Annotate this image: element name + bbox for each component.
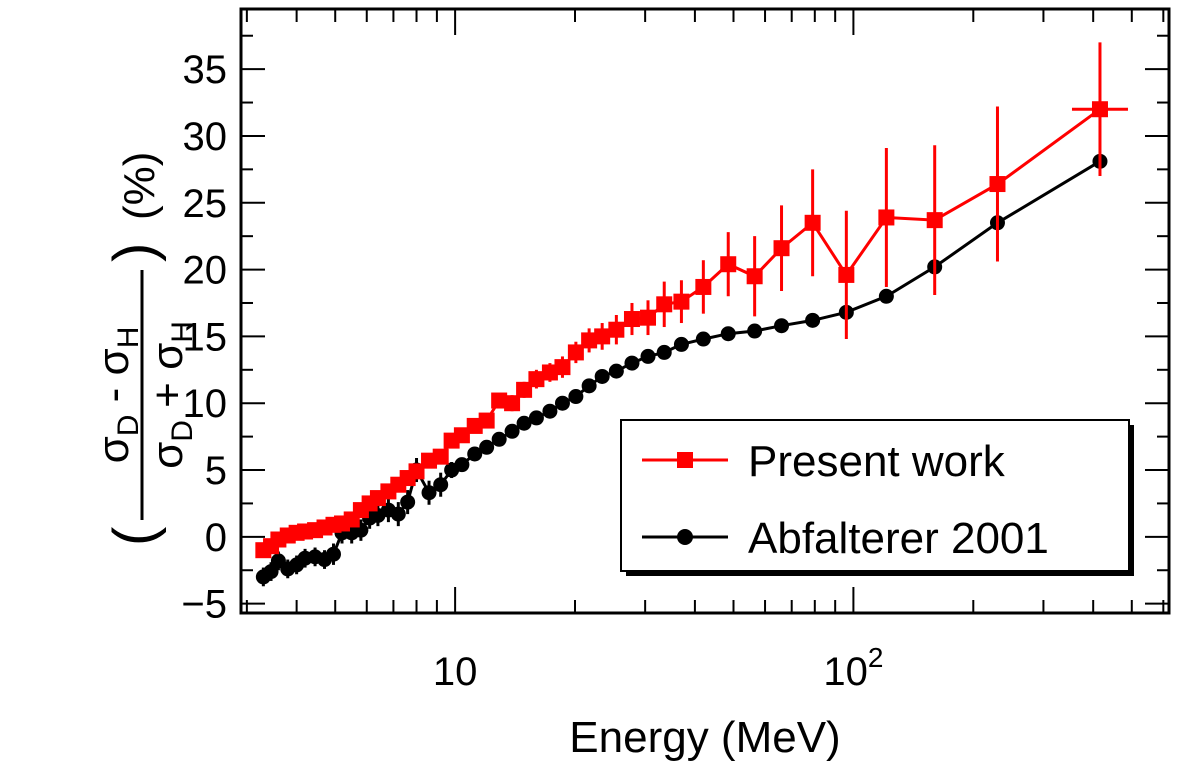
y-title-open-paren: ( <box>102 527 167 546</box>
data-point <box>408 463 425 480</box>
y-tick-label: 30 <box>183 115 228 159</box>
series-present-work <box>255 42 1128 559</box>
data-point <box>838 266 855 283</box>
data-point <box>432 448 449 465</box>
data-point <box>491 431 507 447</box>
data-point <box>491 392 508 409</box>
data-point <box>720 256 737 273</box>
data-point <box>673 293 690 310</box>
data-point <box>774 318 790 334</box>
y-tick-label: −5 <box>181 583 227 627</box>
y-title-close-paren: ) <box>102 243 167 262</box>
data-point <box>746 268 763 285</box>
data-point <box>747 323 763 339</box>
data-point <box>608 321 625 338</box>
series-layer <box>255 42 1128 587</box>
y-axis-title: ( σD - σH σD + σH ) (%) <box>89 152 199 546</box>
data-point <box>623 311 640 328</box>
legend-box <box>620 419 1130 572</box>
y-title-numerator: σD - σH <box>89 327 145 464</box>
x-tick-label: 10 <box>433 650 478 694</box>
data-point <box>263 564 279 580</box>
x-tick-label: 102 <box>823 642 883 694</box>
data-point <box>695 331 711 347</box>
data-point <box>541 364 558 381</box>
data-point <box>504 395 521 412</box>
data-point <box>479 439 495 455</box>
y-tick-label: 35 <box>183 48 228 92</box>
data-point <box>594 328 611 345</box>
legend-marker-abfalterer <box>677 529 693 545</box>
data-point <box>433 477 449 493</box>
legend-label-abfalterer: Abfalterer 2001 <box>748 514 1049 563</box>
data-point <box>673 336 689 352</box>
y-tick-label: 20 <box>183 249 228 293</box>
data-point <box>478 412 495 429</box>
data-point <box>656 296 673 313</box>
data-point <box>325 546 341 562</box>
data-point <box>528 371 545 388</box>
y-tick-label: 10 <box>183 382 228 426</box>
plot-frame <box>239 7 1171 615</box>
data-point <box>528 410 544 426</box>
data-point <box>554 359 571 376</box>
data-point <box>926 212 943 229</box>
data-point <box>805 312 821 328</box>
data-point <box>554 395 570 411</box>
data-point <box>989 176 1006 193</box>
legend: Present work Abfalterer 2001 <box>620 419 1134 576</box>
data-point <box>608 363 624 379</box>
data-point <box>656 344 672 360</box>
data-point <box>594 368 610 384</box>
data-point <box>421 485 437 501</box>
x-axis-title: Energy (MeV) <box>569 713 840 762</box>
y-title-unit: (%) <box>115 152 164 220</box>
data-point <box>454 457 470 473</box>
data-point <box>695 278 712 295</box>
data-point <box>878 288 894 304</box>
data-point <box>542 403 558 419</box>
data-point <box>624 355 640 371</box>
data-point <box>467 446 483 462</box>
data-point <box>453 427 470 444</box>
data-point <box>581 332 598 349</box>
data-point <box>390 506 406 522</box>
data-point <box>640 309 657 326</box>
series-abfalterer-2001 <box>255 153 1108 587</box>
data-point <box>773 240 790 257</box>
y-tick-label: 15 <box>183 315 228 359</box>
axis-ticks <box>241 9 1169 613</box>
y-tick-label: 25 <box>183 182 228 226</box>
y-tick-labels: −5 0 5 10 15 20 25 30 35 <box>181 48 227 627</box>
legend-label-present: Present work <box>748 437 1006 486</box>
data-point <box>400 494 416 510</box>
data-point <box>567 344 584 361</box>
data-point <box>516 415 532 431</box>
data-point <box>720 326 736 342</box>
legend-marker-present <box>677 452 693 468</box>
data-point <box>504 423 520 439</box>
y-tick-label: 5 <box>205 449 227 493</box>
y-title-denominator: σD + σH <box>143 321 199 469</box>
x-tick-labels: 10 102 <box>433 642 884 694</box>
data-point <box>568 389 584 405</box>
y-tick-label: 0 <box>205 516 227 560</box>
data-point <box>640 348 656 364</box>
data-point <box>804 214 821 231</box>
data-point <box>878 209 895 226</box>
data-point <box>581 378 597 394</box>
data-point <box>516 381 533 398</box>
